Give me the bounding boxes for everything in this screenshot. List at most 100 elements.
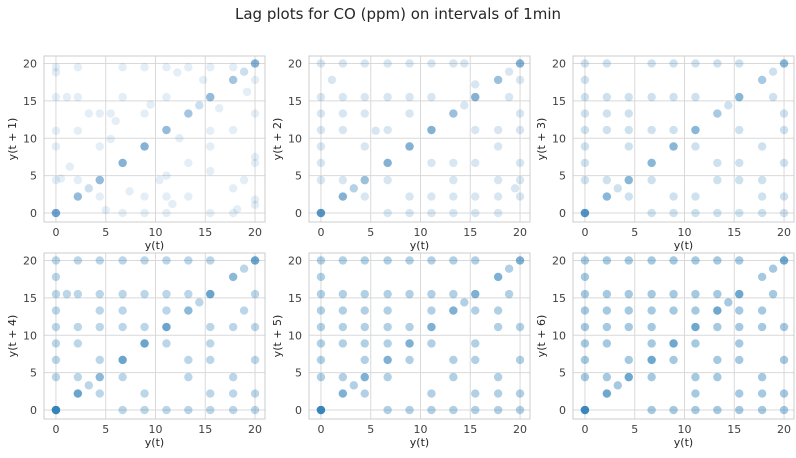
data-point [460, 298, 469, 307]
data-point [515, 158, 525, 168]
data-point [405, 339, 414, 348]
data-point [140, 109, 149, 118]
data-point [427, 322, 436, 332]
data-point [735, 289, 744, 299]
data-point [427, 59, 436, 68]
axes-background [573, 253, 794, 419]
data-point [95, 109, 104, 118]
data-point [228, 389, 238, 398]
data-point [184, 158, 193, 168]
data-point [250, 256, 260, 265]
data-point [580, 208, 590, 218]
data-point [316, 405, 326, 415]
data-point [493, 75, 503, 85]
data-point [250, 289, 260, 299]
x-tick-label: 0 [581, 423, 588, 436]
data-point [735, 256, 744, 265]
data-point [427, 289, 436, 299]
data-point [162, 192, 171, 201]
data-point [779, 322, 789, 332]
data-point [624, 92, 633, 102]
data-point [51, 405, 61, 415]
data-point [250, 59, 260, 68]
x-tick-label: 0 [52, 423, 59, 436]
data-point [602, 192, 612, 201]
data-point [316, 208, 326, 218]
data-point [779, 355, 789, 365]
data-point [449, 175, 458, 185]
data-point [51, 339, 61, 348]
data-point [449, 59, 458, 68]
data-point [779, 256, 789, 265]
data-point [383, 208, 392, 218]
data-point [84, 184, 94, 193]
axes-background [44, 56, 265, 222]
data-point [206, 322, 215, 332]
data-point [580, 256, 590, 265]
y-tick-label: 0 [295, 207, 302, 220]
data-point [449, 405, 458, 415]
data-point [228, 322, 238, 332]
data-point [383, 158, 392, 168]
data-point [405, 142, 414, 151]
y-tick-label: 20 [23, 57, 37, 70]
data-point [460, 101, 469, 110]
data-point [757, 306, 767, 315]
data-point [228, 272, 238, 282]
data-point [316, 125, 326, 135]
data-point [691, 322, 700, 332]
x-axis-label: y(t) [145, 436, 164, 449]
data-point [316, 405, 326, 415]
data-point [62, 289, 72, 299]
data-point [338, 192, 348, 201]
data-point [184, 306, 193, 315]
data-point [427, 339, 436, 348]
data-point [383, 92, 392, 102]
data-point [349, 184, 358, 193]
data-point [360, 339, 369, 348]
data-point [449, 256, 458, 265]
data-point [95, 256, 104, 265]
data-point [779, 59, 789, 68]
data-point [580, 405, 590, 415]
data-point [250, 59, 260, 68]
data-point [316, 405, 326, 415]
data-point [162, 339, 171, 348]
data-point [338, 389, 348, 398]
data-point [647, 158, 656, 168]
data-point [383, 158, 392, 168]
data-point [691, 322, 700, 332]
x-tick-label: 5 [102, 423, 109, 436]
y-tick-label: 15 [288, 292, 302, 305]
data-point [206, 355, 215, 365]
data-point [228, 75, 238, 85]
data-point [580, 208, 590, 218]
data-point [724, 101, 733, 110]
data-point [360, 175, 369, 185]
data-point [250, 256, 260, 265]
data-point [140, 389, 149, 398]
data-point [624, 256, 633, 265]
x-axis-label: y(t) [145, 239, 164, 252]
data-point [140, 289, 149, 299]
data-point [184, 372, 193, 382]
data-point [140, 339, 149, 348]
axes-frame [43, 55, 266, 223]
data-point [206, 92, 215, 102]
y-tick-label: 0 [295, 404, 302, 417]
data-point [106, 109, 115, 118]
y-tick-label: 5 [559, 170, 566, 183]
data-point [349, 184, 358, 193]
data-point [51, 306, 61, 315]
axes-background [573, 56, 794, 222]
data-point [360, 59, 369, 68]
data-point [735, 355, 744, 365]
data-point [140, 142, 149, 151]
data-point [118, 158, 127, 168]
data-point [602, 192, 612, 201]
data-point [602, 192, 612, 201]
data-point [162, 125, 171, 135]
data-point [95, 192, 104, 201]
data-point [669, 208, 678, 218]
data-point [624, 372, 633, 382]
